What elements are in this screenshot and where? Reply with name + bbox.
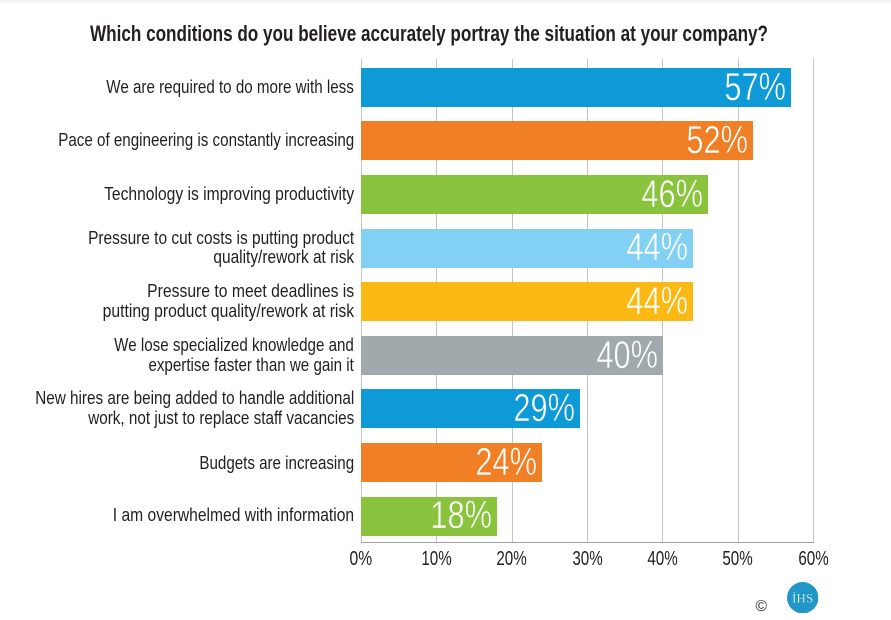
svg-text:İHS: İHS	[792, 590, 814, 605]
